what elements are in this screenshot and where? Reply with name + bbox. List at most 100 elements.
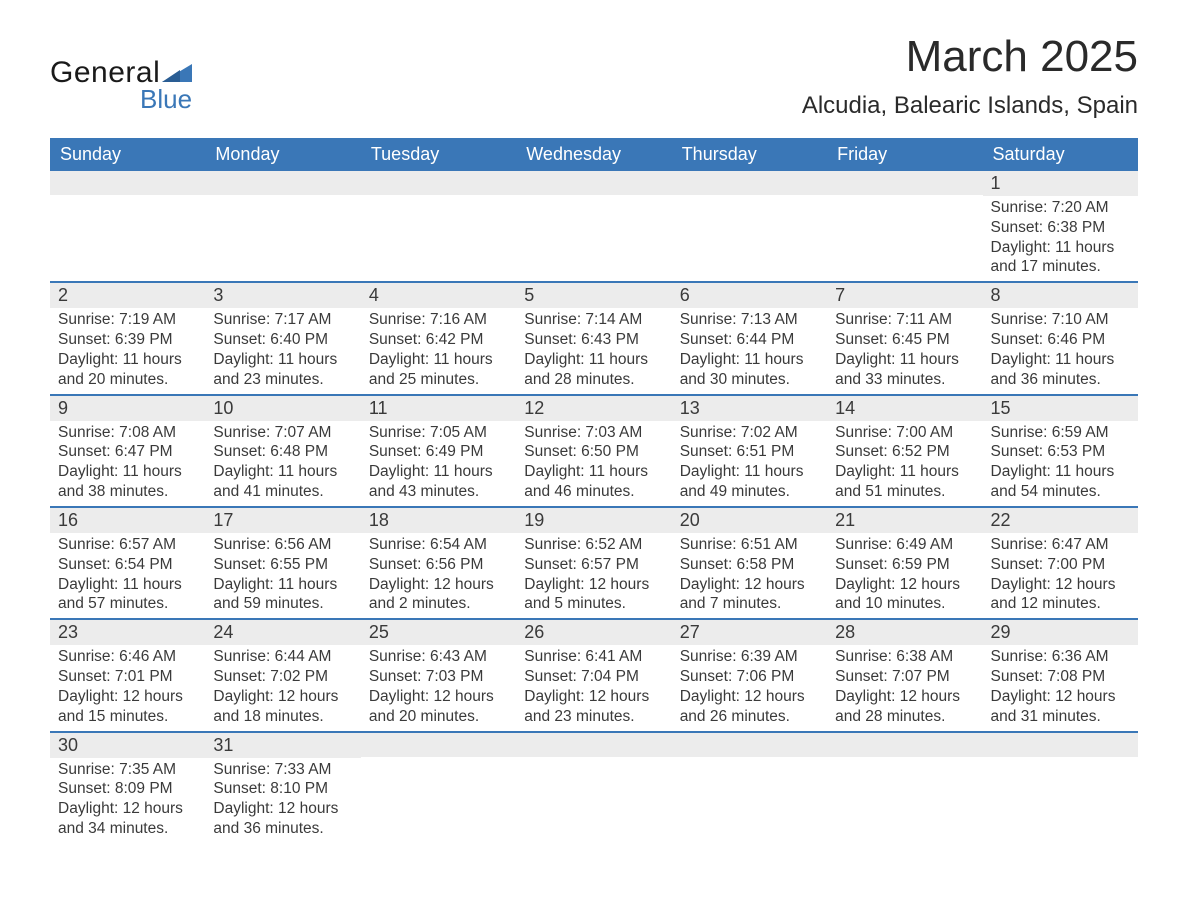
sunset-text: Sunset: 6:46 PM bbox=[991, 330, 1130, 350]
brand-logo: General Blue bbox=[50, 56, 192, 115]
day-details: Sunrise: 6:54 AMSunset: 6:56 PMDaylight:… bbox=[361, 533, 516, 618]
calendar-day bbox=[672, 733, 827, 843]
sunrise-text: Sunrise: 7:35 AM bbox=[58, 760, 197, 780]
day-details bbox=[516, 757, 671, 833]
daylight-text: Daylight: 11 hours and 38 minutes. bbox=[58, 462, 197, 502]
day-details: Sunrise: 6:57 AMSunset: 6:54 PMDaylight:… bbox=[50, 533, 205, 618]
sunset-text: Sunset: 6:51 PM bbox=[680, 442, 819, 462]
sunrise-text: Sunrise: 6:47 AM bbox=[991, 535, 1130, 555]
sunset-text: Sunset: 6:38 PM bbox=[991, 218, 1130, 238]
daylight-text: Daylight: 11 hours and 28 minutes. bbox=[524, 350, 663, 390]
calendar-day: 10Sunrise: 7:07 AMSunset: 6:48 PMDayligh… bbox=[205, 396, 360, 506]
day-number: 6 bbox=[672, 283, 827, 308]
day-details: Sunrise: 6:44 AMSunset: 7:02 PMDaylight:… bbox=[205, 645, 360, 730]
sunset-text: Sunset: 6:53 PM bbox=[991, 442, 1130, 462]
day-number bbox=[983, 733, 1138, 757]
daylight-text: Daylight: 12 hours and 7 minutes. bbox=[680, 575, 819, 615]
sunrise-text: Sunrise: 6:44 AM bbox=[213, 647, 352, 667]
day-number: 20 bbox=[672, 508, 827, 533]
day-number: 2 bbox=[50, 283, 205, 308]
day-number: 26 bbox=[516, 620, 671, 645]
daylight-text: Daylight: 11 hours and 59 minutes. bbox=[213, 575, 352, 615]
day-number bbox=[516, 733, 671, 757]
calendar: Sunday Monday Tuesday Wednesday Thursday… bbox=[50, 138, 1138, 843]
sunrise-text: Sunrise: 6:56 AM bbox=[213, 535, 352, 555]
sunset-text: Sunset: 7:03 PM bbox=[369, 667, 508, 687]
calendar-day: 30Sunrise: 7:35 AMSunset: 8:09 PMDayligh… bbox=[50, 733, 205, 843]
calendar-day bbox=[361, 171, 516, 281]
brand-blue: Blue bbox=[140, 84, 192, 115]
daylight-text: Daylight: 12 hours and 31 minutes. bbox=[991, 687, 1130, 727]
sunrise-text: Sunrise: 6:36 AM bbox=[991, 647, 1130, 667]
sunrise-text: Sunrise: 7:00 AM bbox=[835, 423, 974, 443]
sunrise-text: Sunrise: 7:16 AM bbox=[369, 310, 508, 330]
calendar-day: 22Sunrise: 6:47 AMSunset: 7:00 PMDayligh… bbox=[983, 508, 1138, 618]
sunrise-text: Sunrise: 7:17 AM bbox=[213, 310, 352, 330]
daylight-text: Daylight: 12 hours and 36 minutes. bbox=[213, 799, 352, 839]
calendar-day: 15Sunrise: 6:59 AMSunset: 6:53 PMDayligh… bbox=[983, 396, 1138, 506]
daylight-text: Daylight: 12 hours and 5 minutes. bbox=[524, 575, 663, 615]
sunset-text: Sunset: 7:02 PM bbox=[213, 667, 352, 687]
daylight-text: Daylight: 11 hours and 30 minutes. bbox=[680, 350, 819, 390]
day-details: Sunrise: 7:10 AMSunset: 6:46 PMDaylight:… bbox=[983, 308, 1138, 393]
calendar-day: 25Sunrise: 6:43 AMSunset: 7:03 PMDayligh… bbox=[361, 620, 516, 730]
sunrise-text: Sunrise: 7:05 AM bbox=[369, 423, 508, 443]
day-number: 25 bbox=[361, 620, 516, 645]
day-header: Thursday bbox=[672, 138, 827, 171]
calendar-day: 23Sunrise: 6:46 AMSunset: 7:01 PMDayligh… bbox=[50, 620, 205, 730]
day-number: 24 bbox=[205, 620, 360, 645]
day-details: Sunrise: 6:47 AMSunset: 7:00 PMDaylight:… bbox=[983, 533, 1138, 618]
calendar-day: 3Sunrise: 7:17 AMSunset: 6:40 PMDaylight… bbox=[205, 283, 360, 393]
day-details bbox=[672, 195, 827, 271]
daylight-text: Daylight: 12 hours and 18 minutes. bbox=[213, 687, 352, 727]
sunset-text: Sunset: 6:44 PM bbox=[680, 330, 819, 350]
day-details bbox=[827, 757, 982, 833]
daylight-text: Daylight: 11 hours and 46 minutes. bbox=[524, 462, 663, 502]
day-header: Wednesday bbox=[516, 138, 671, 171]
day-details: Sunrise: 6:39 AMSunset: 7:06 PMDaylight:… bbox=[672, 645, 827, 730]
calendar-day: 1Sunrise: 7:20 AMSunset: 6:38 PMDaylight… bbox=[983, 171, 1138, 281]
calendar-day bbox=[50, 171, 205, 281]
day-details bbox=[983, 757, 1138, 833]
sunrise-text: Sunrise: 6:38 AM bbox=[835, 647, 974, 667]
calendar-day: 27Sunrise: 6:39 AMSunset: 7:06 PMDayligh… bbox=[672, 620, 827, 730]
day-header: Monday bbox=[205, 138, 360, 171]
daylight-text: Daylight: 11 hours and 36 minutes. bbox=[991, 350, 1130, 390]
day-number: 22 bbox=[983, 508, 1138, 533]
calendar-day: 4Sunrise: 7:16 AMSunset: 6:42 PMDaylight… bbox=[361, 283, 516, 393]
sunrise-text: Sunrise: 6:49 AM bbox=[835, 535, 974, 555]
sunrise-text: Sunrise: 7:14 AM bbox=[524, 310, 663, 330]
day-header: Friday bbox=[827, 138, 982, 171]
sunrise-text: Sunrise: 7:03 AM bbox=[524, 423, 663, 443]
sunset-text: Sunset: 6:50 PM bbox=[524, 442, 663, 462]
day-number bbox=[672, 733, 827, 757]
sunrise-text: Sunrise: 7:13 AM bbox=[680, 310, 819, 330]
calendar-week: 1Sunrise: 7:20 AMSunset: 6:38 PMDaylight… bbox=[50, 171, 1138, 281]
day-details: Sunrise: 7:08 AMSunset: 6:47 PMDaylight:… bbox=[50, 421, 205, 506]
calendar-day bbox=[516, 733, 671, 843]
sunrise-text: Sunrise: 6:57 AM bbox=[58, 535, 197, 555]
daylight-text: Daylight: 11 hours and 25 minutes. bbox=[369, 350, 508, 390]
day-number: 18 bbox=[361, 508, 516, 533]
day-details: Sunrise: 6:36 AMSunset: 7:08 PMDaylight:… bbox=[983, 645, 1138, 730]
day-details: Sunrise: 7:33 AMSunset: 8:10 PMDaylight:… bbox=[205, 758, 360, 843]
day-number: 29 bbox=[983, 620, 1138, 645]
daylight-text: Daylight: 11 hours and 33 minutes. bbox=[835, 350, 974, 390]
sunrise-text: Sunrise: 7:08 AM bbox=[58, 423, 197, 443]
day-number: 28 bbox=[827, 620, 982, 645]
sunset-text: Sunset: 6:39 PM bbox=[58, 330, 197, 350]
day-number bbox=[672, 171, 827, 195]
calendar-day bbox=[827, 171, 982, 281]
sunset-text: Sunset: 6:54 PM bbox=[58, 555, 197, 575]
sunrise-text: Sunrise: 6:54 AM bbox=[369, 535, 508, 555]
sunset-text: Sunset: 7:01 PM bbox=[58, 667, 197, 687]
calendar-day: 5Sunrise: 7:14 AMSunset: 6:43 PMDaylight… bbox=[516, 283, 671, 393]
title-block: March 2025 Alcudia, Balearic Islands, Sp… bbox=[802, 32, 1138, 120]
sunset-text: Sunset: 8:09 PM bbox=[58, 779, 197, 799]
daylight-text: Daylight: 12 hours and 34 minutes. bbox=[58, 799, 197, 839]
calendar-day: 26Sunrise: 6:41 AMSunset: 7:04 PMDayligh… bbox=[516, 620, 671, 730]
day-number: 23 bbox=[50, 620, 205, 645]
day-number: 4 bbox=[361, 283, 516, 308]
day-number: 5 bbox=[516, 283, 671, 308]
day-details bbox=[516, 195, 671, 271]
